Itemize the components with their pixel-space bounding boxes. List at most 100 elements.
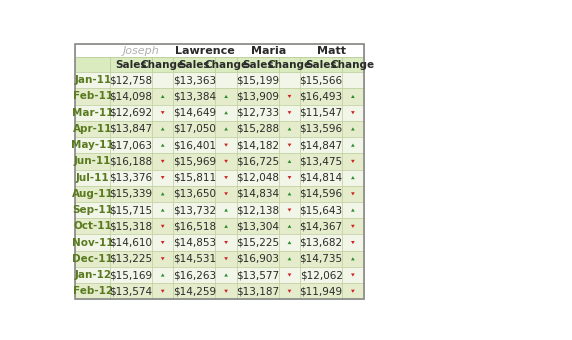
Text: Maria: Maria [251,46,286,55]
Bar [173,57,216,72]
Text: $14,834: $14,834 [236,189,279,199]
Bar [279,170,300,186]
Bar [279,153,300,170]
Bar [342,235,364,251]
Bar [110,153,152,170]
Bar [152,57,173,72]
Polygon shape [351,273,355,276]
Text: Jan-11: Jan-11 [74,75,111,85]
Text: Jun-11: Jun-11 [74,156,112,166]
Text: $16,263: $16,263 [173,270,216,280]
Bar [300,153,342,170]
Polygon shape [161,143,165,147]
Polygon shape [288,111,291,114]
Bar [110,57,152,72]
Bar [279,72,300,88]
Text: $17,063: $17,063 [109,140,153,150]
Text: $14,847: $14,847 [300,140,343,150]
Bar [279,283,300,299]
Bar [279,218,300,235]
Text: $15,318: $15,318 [109,221,153,231]
Polygon shape [224,225,228,228]
Bar [216,283,237,299]
Polygon shape [161,128,165,131]
Bar [342,105,364,121]
Bar [110,202,152,218]
Bar [300,218,342,235]
Text: Sep-11: Sep-11 [72,205,113,215]
Bar [76,170,110,186]
Text: $13,475: $13,475 [300,156,343,166]
Bar [76,72,110,88]
Polygon shape [288,128,291,131]
Text: $16,725: $16,725 [236,156,279,166]
Bar [342,267,364,283]
Polygon shape [351,160,355,163]
Bar [110,105,152,121]
Text: $14,596: $14,596 [300,189,343,199]
Bar [216,218,237,235]
Text: $16,903: $16,903 [236,254,279,264]
Text: $17,050: $17,050 [173,124,216,134]
Bar [76,235,110,251]
Polygon shape [161,192,165,195]
Bar [76,202,110,218]
Text: Change: Change [204,59,248,70]
Text: $15,339: $15,339 [109,189,153,199]
Polygon shape [224,257,228,260]
Text: Change: Change [141,59,185,70]
Bar [237,137,279,153]
Text: $15,199: $15,199 [236,75,279,85]
Text: Apr-11: Apr-11 [73,124,112,134]
Bar [216,202,237,218]
Bar [300,235,342,251]
Bar [300,72,342,88]
Polygon shape [161,290,165,293]
Polygon shape [288,273,291,276]
Polygon shape [288,176,291,179]
Bar [76,283,110,299]
Text: $13,574: $13,574 [109,286,153,296]
Bar [300,186,342,202]
Bar [76,44,364,57]
Text: $13,847: $13,847 [109,124,153,134]
Bar [216,251,237,267]
Text: $13,650: $13,650 [173,189,216,199]
Text: $13,682: $13,682 [300,238,343,248]
Polygon shape [351,143,355,147]
Polygon shape [351,225,355,228]
Text: $13,384: $13,384 [173,91,216,101]
Bar [237,283,279,299]
Bar [279,105,300,121]
Text: $16,493: $16,493 [300,91,343,101]
Bar [279,267,300,283]
Bar [110,121,152,137]
Bar [237,251,279,267]
Bar [152,251,173,267]
Bar [110,218,152,235]
Bar [173,235,216,251]
Bar [152,137,173,153]
Bar [152,235,173,251]
Bar [110,267,152,283]
Polygon shape [288,95,291,98]
Text: $14,610: $14,610 [109,238,153,248]
Bar [76,251,110,267]
Text: $16,188: $16,188 [109,156,153,166]
Bar [216,57,237,72]
Bar [173,267,216,283]
Bar [300,283,342,299]
Text: $16,518: $16,518 [173,221,216,231]
Text: Sales: Sales [305,59,337,70]
Text: $16,401: $16,401 [173,140,216,150]
Polygon shape [351,95,355,98]
Text: $13,225: $13,225 [109,254,153,264]
Bar [152,186,173,202]
Bar [237,267,279,283]
Text: Lawrence: Lawrence [175,46,235,55]
Polygon shape [224,111,228,114]
Bar [300,137,342,153]
Bar [173,153,216,170]
Bar [110,283,152,299]
Polygon shape [161,257,165,260]
